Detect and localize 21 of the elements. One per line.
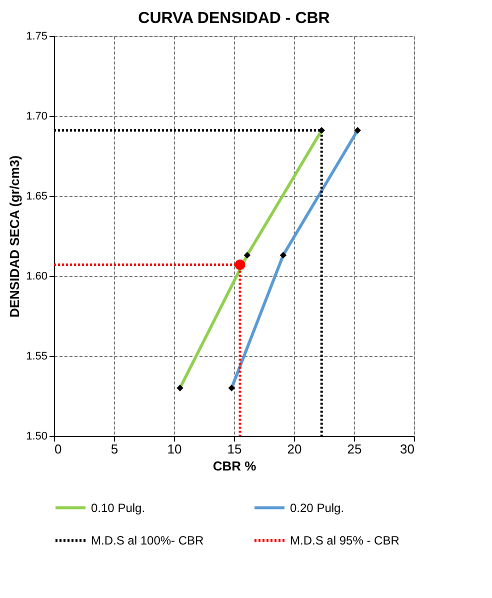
x-axis-title: CBR % xyxy=(212,458,257,474)
y-tick-label: 1.50 xyxy=(26,430,48,442)
chart-title: CURVA DENSIDAD - CBR xyxy=(138,10,330,27)
legend-label: M.D.S al 95% - CBR xyxy=(290,534,400,548)
legend-label: M.D.S al 100%- CBR xyxy=(91,534,204,548)
x-tick-label: 20 xyxy=(287,442,302,456)
x-tick-label: 25 xyxy=(347,442,362,456)
y-tick-label: 1.75 xyxy=(26,30,48,42)
y-tick-label: 1.65 xyxy=(26,190,48,202)
y-tick-label: 1.70 xyxy=(26,110,48,122)
x-tick-label: 15 xyxy=(227,442,242,456)
legend-label: 0.20 Pulg. xyxy=(290,500,344,515)
point xyxy=(234,260,246,270)
x-tick-label: 30 xyxy=(400,442,414,456)
x-tick-label: 5 xyxy=(110,442,118,456)
y-tick-label: 1.60 xyxy=(26,270,48,282)
y-axis-title: DENSIDAD SECA (gr/cm3) xyxy=(7,155,22,318)
x-tick-label: 10 xyxy=(167,442,182,456)
legend-label: 0.10 Pulg. xyxy=(91,500,146,515)
x-tick-label: 0 xyxy=(54,442,62,456)
y-tick-label: 1.55 xyxy=(26,350,48,362)
